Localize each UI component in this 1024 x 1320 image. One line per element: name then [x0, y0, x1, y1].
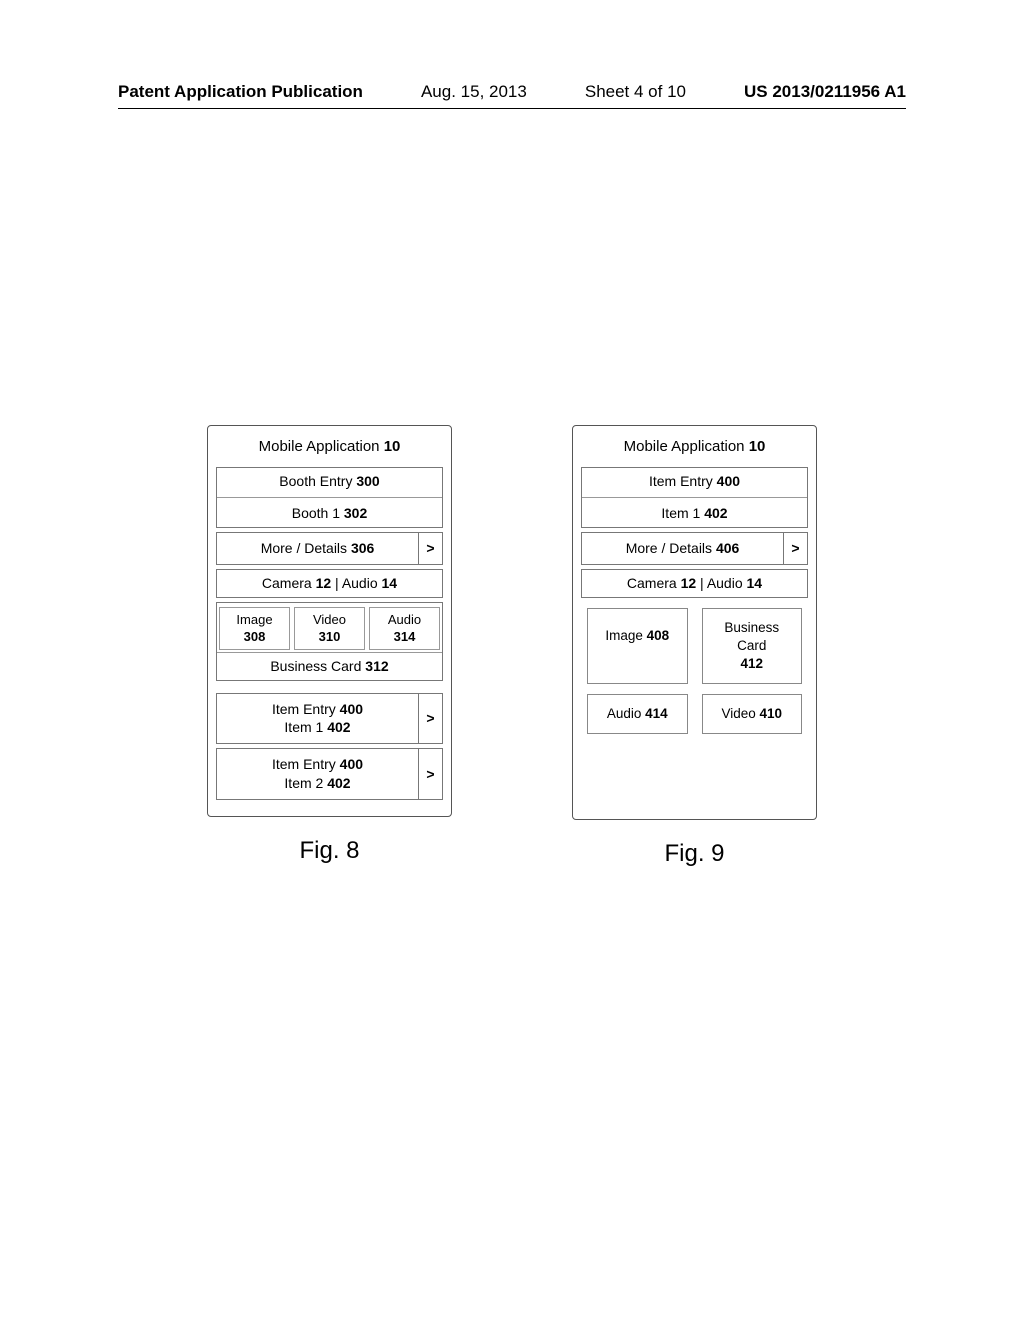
chevron-right-icon[interactable]: >: [418, 749, 442, 799]
figure-9: Mobile Application 10 Item Entry 400 Ite…: [572, 425, 817, 868]
publication-date: Aug. 15, 2013: [421, 82, 527, 102]
video-button[interactable]: Video310: [294, 607, 365, 650]
figure-9-caption: Fig. 9: [664, 840, 724, 868]
figures-container: Mobile Application 10 Booth Entry 300 Bo…: [0, 425, 1024, 868]
media-buttons-box: Image308 Video310 Audio314 Business Card…: [216, 602, 443, 681]
media-triple: Image308 Video310 Audio314: [217, 605, 442, 652]
figure-8: Mobile Application 10 Booth Entry 300 Bo…: [207, 425, 452, 868]
page-header: Patent Application Publication Aug. 15, …: [118, 82, 906, 102]
item-entry-box: Item Entry 400 Item 1 402: [581, 467, 808, 528]
app-title: Mobile Application 10: [581, 434, 808, 463]
more-details-row[interactable]: More / Details 306 >: [216, 532, 443, 565]
booth-entry-label: Booth Entry 300: [217, 468, 442, 495]
item-entry-2-label: Item Entry 400 Item 2 402: [217, 749, 418, 799]
phone-frame-fig9: Mobile Application 10 Item Entry 400 Ite…: [572, 425, 817, 820]
item-entry-2[interactable]: Item Entry 400 Item 2 402 >: [216, 748, 443, 800]
app-title: Mobile Application 10: [216, 434, 443, 463]
app-title-num: 10: [749, 438, 766, 455]
item-entry-1[interactable]: Item Entry 400 Item 1 402 >: [216, 693, 443, 745]
app-title-text: Mobile Application: [624, 438, 749, 455]
video-button[interactable]: Video 410: [702, 694, 803, 734]
item-entry-1-label: Item Entry 400 Item 1 402: [217, 694, 418, 744]
chevron-right-icon[interactable]: >: [783, 533, 807, 564]
phone-frame-fig8: Mobile Application 10 Booth Entry 300 Bo…: [207, 425, 452, 817]
divider: [217, 497, 442, 498]
booth-entry-box: Booth Entry 300 Booth 1 302: [216, 467, 443, 528]
document-number: US 2013/0211956 A1: [744, 82, 906, 102]
app-title-num: 10: [384, 438, 401, 455]
more-details-row[interactable]: More / Details 406 >: [581, 532, 808, 565]
camera-audio-row: Camera 12 | Audio 14: [581, 569, 808, 598]
business-card-button[interactable]: Business Card 412: [702, 608, 803, 685]
item-entry-label: Item Entry 400: [582, 468, 807, 495]
booth-1-label: Booth 1 302: [217, 500, 442, 527]
audio-button[interactable]: Audio 414: [587, 694, 688, 734]
business-card-row[interactable]: Business Card 312: [217, 652, 442, 680]
header-rule: [118, 108, 906, 109]
item-1-label: Item 1 402: [582, 500, 807, 527]
image-button[interactable]: Image308: [219, 607, 290, 650]
more-details-label: More / Details 306: [217, 533, 418, 564]
divider: [582, 497, 807, 498]
media-grid-box: Image 408 Business Card 412 Audio 414 Vi…: [581, 602, 808, 737]
publication-label: Patent Application Publication: [118, 82, 363, 102]
audio-button[interactable]: Audio314: [369, 607, 440, 650]
media-grid: Image 408 Business Card 412 Audio 414 Vi…: [581, 602, 808, 737]
app-title-text: Mobile Application: [259, 438, 384, 455]
chevron-right-icon[interactable]: >: [418, 533, 442, 564]
image-button[interactable]: Image 408: [587, 608, 688, 685]
more-details-label: More / Details 406: [582, 533, 783, 564]
sheet-number: Sheet 4 of 10: [585, 82, 686, 102]
chevron-right-icon[interactable]: >: [418, 694, 442, 744]
camera-audio-row: Camera 12 | Audio 14: [216, 569, 443, 598]
figure-8-caption: Fig. 8: [299, 837, 359, 865]
